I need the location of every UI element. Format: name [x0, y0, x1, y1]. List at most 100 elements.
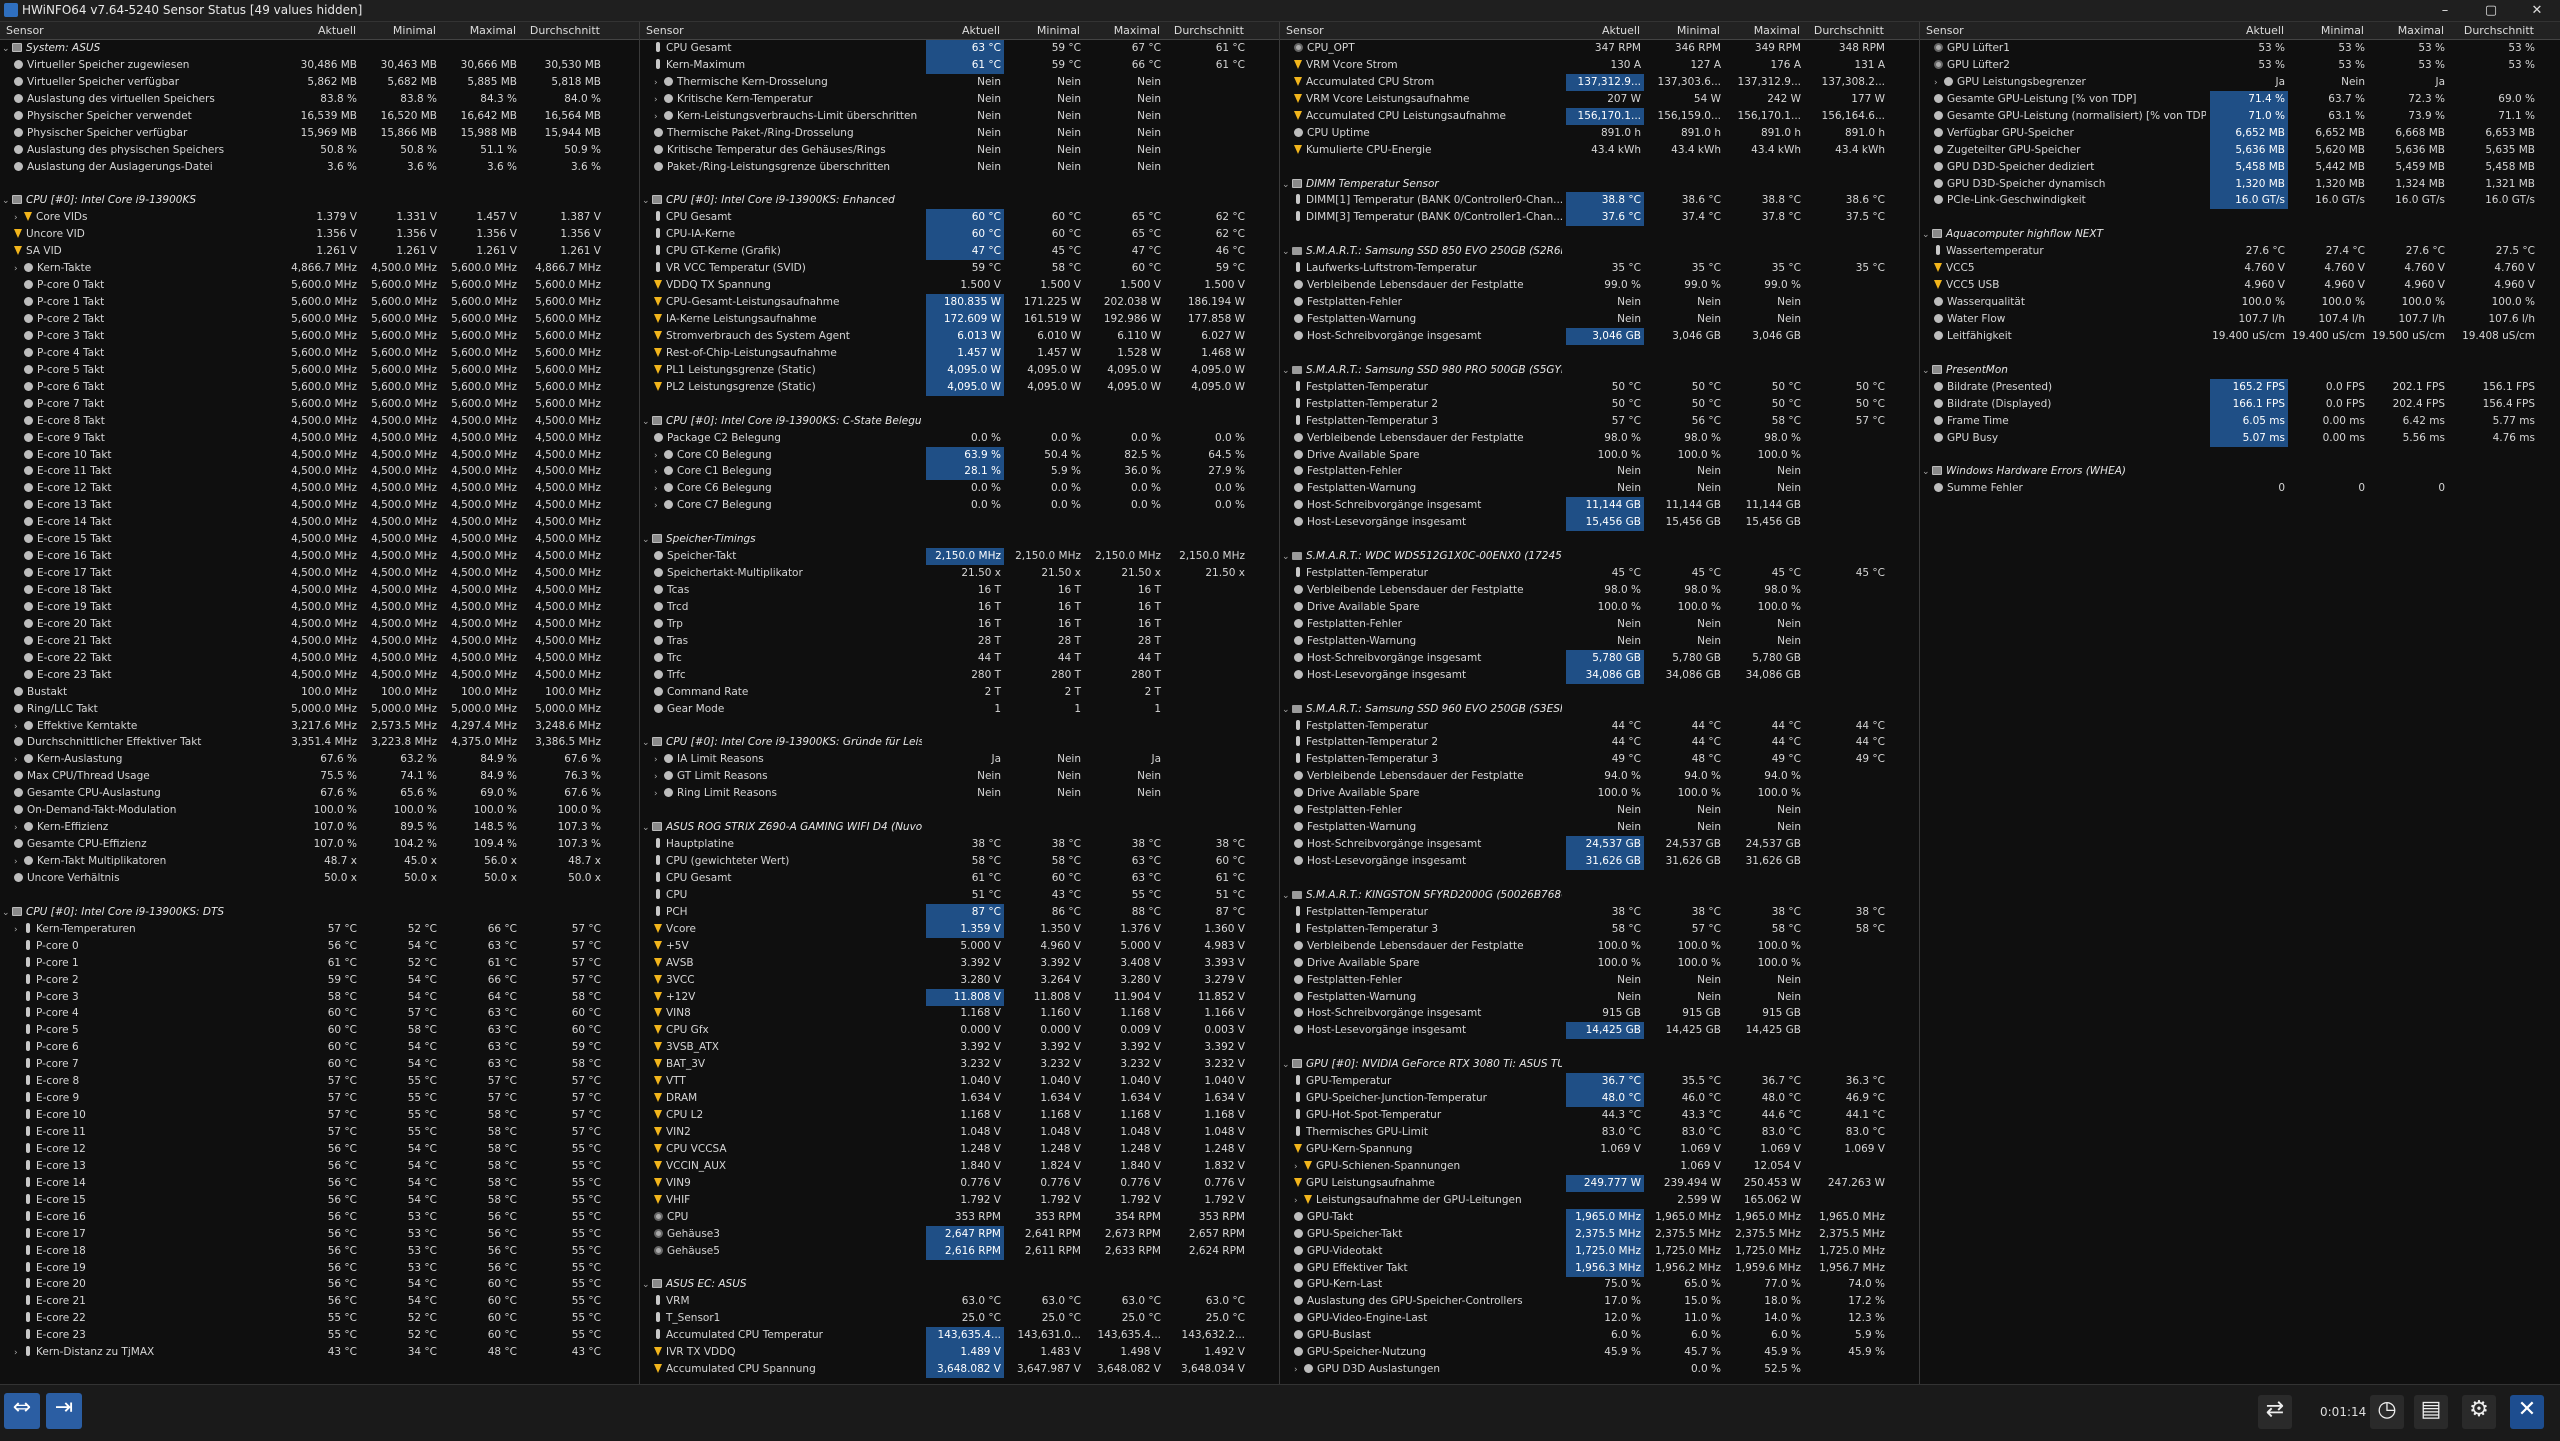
sensor-row[interactable]: GPU-Hot-Spot-Temperatur 44.3 °C 43.3 °C 44.…	[1280, 1107, 1919, 1124]
sensor-row[interactable]: E-core 12 Takt 4,500.0 MHz 4,500.0 MHz 4,50…	[0, 480, 639, 497]
expand-chevron-icon[interactable]: ›	[14, 752, 24, 768]
sensor-row[interactable]: Tcas 16 T 16 T 16 T	[640, 582, 1279, 599]
collapse-chevron-icon[interactable]: ⌄	[642, 1277, 652, 1293]
sensor-row[interactable]: Festplatten-Warnung Nein Nein Nein	[1280, 311, 1919, 328]
expand-chevron-icon[interactable]: ›	[654, 786, 664, 802]
sensor-row[interactable]: Host-Schreibvorgänge insgesamt 5,780 GB 5,…	[1280, 650, 1919, 667]
expand-chevron-icon[interactable]: ›	[654, 769, 664, 785]
collapse-chevron-icon[interactable]: ⌄	[642, 735, 652, 751]
sensor-row[interactable]: VIN2 1.048 V 1.048 V 1.048 V 1.048 V	[640, 1124, 1279, 1141]
collapse-chevron-icon[interactable]: ⌄	[1282, 702, 1292, 718]
sensor-group-header[interactable]: ⌄ S.M.A.R.T.: Samsung SSD 960 EVO 250GB (…	[1280, 701, 1919, 718]
expand-chevron-icon[interactable]: ›	[1934, 75, 1944, 91]
sensor-row[interactable]: › Core C1 Belegung 28.1 % 5.9 % 36.0 % 27.9 %	[640, 463, 1279, 480]
sensor-row[interactable]: E-core 10 Takt 4,500.0 MHz 4,500.0 MHz 4,50…	[0, 447, 639, 464]
sensor-row[interactable]: T_Sensor1 25.0 °C 25.0 °C 25.0 °C 25.0 °C	[640, 1310, 1279, 1327]
sensor-row[interactable]: +12V 11.808 V 11.808 V 11.904 V 11.852 V	[640, 989, 1279, 1006]
expand-chevron-icon[interactable]: ›	[14, 922, 24, 938]
sensor-row[interactable]: E-core 8 57 °C 55 °C 57 °C 57 °C	[0, 1073, 639, 1090]
sensor-row[interactable]: › Kritische Kern-Temperatur Nein Nein Nein	[640, 91, 1279, 108]
sensor-row[interactable]: E-core 20 56 °C 54 °C 60 °C 55 °C	[0, 1276, 639, 1293]
sensor-row[interactable]: Water Flow 107.7 l/h 107.4 l/h 107.7 l/h 107…	[1920, 311, 2560, 328]
sensor-row[interactable]: E-core 23 55 °C 52 °C 60 °C 55 °C	[0, 1327, 639, 1344]
sensor-row[interactable]: › Kern-Effizienz 107.0 % 89.5 % 148.5 % 107.3…	[0, 819, 639, 836]
collapse-chevron-icon[interactable]: ⌄	[1282, 1057, 1292, 1073]
sensor-row[interactable]: Festplatten-Temperatur 45 °C 45 °C 45 °C 45 …	[1280, 565, 1919, 582]
sensor-row[interactable]: Physischer Speicher verwendet 16,539 MB 16…	[0, 108, 639, 125]
sensor-row[interactable]: VRM 63.0 °C 63.0 °C 63.0 °C 63.0 °C	[640, 1293, 1279, 1310]
sensor-row[interactable]: E-core 15 Takt 4,500.0 MHz 4,500.0 MHz 4,50…	[0, 531, 639, 548]
sensor-row[interactable]: Durchschnittlicher Effektiver Takt 3,351.…	[0, 734, 639, 751]
collapse-chevron-icon[interactable]: ⌄	[2, 193, 12, 209]
sensor-row[interactable]: E-core 21 Takt 4,500.0 MHz 4,500.0 MHz 4,50…	[0, 633, 639, 650]
sensor-row[interactable]: CPU (gewichteter Wert) 58 °C 58 °C 63 °C 60 …	[640, 853, 1279, 870]
sensor-row[interactable]: P-core 3 58 °C 54 °C 64 °C 58 °C	[0, 989, 639, 1006]
column-header-minimum[interactable]: Minimal	[1644, 24, 1720, 37]
sensor-row[interactable]: Verbleibende Lebensdauer der Festplatte 9…	[1280, 582, 1919, 599]
sensor-row[interactable]: Kern-Maximum 61 °C 59 °C 66 °C 61 °C	[640, 57, 1279, 74]
column-header-minimum[interactable]: Minimal	[2288, 24, 2364, 37]
collapse-expand-icon[interactable]	[4, 1393, 40, 1429]
sensor-row[interactable]: GPU-Buslast 6.0 % 6.0 % 6.0 % 5.9 %	[1280, 1327, 1919, 1344]
sensor-row[interactable]: P-core 1 Takt 5,600.0 MHz 5,600.0 MHz 5,600…	[0, 294, 639, 311]
sensor-row[interactable]: E-core 19 Takt 4,500.0 MHz 4,500.0 MHz 4,50…	[0, 599, 639, 616]
sensor-row[interactable]: Trp 16 T 16 T 16 T	[640, 616, 1279, 633]
sensor-row[interactable]: Frame Time 6.05 ms 0.00 ms 6.42 ms 5.77 ms	[1920, 413, 2560, 430]
sensor-row[interactable]: Festplatten-Fehler Nein Nein Nein	[1280, 294, 1919, 311]
collapse-chevron-icon[interactable]: ⌄	[1922, 464, 1932, 480]
expand-chevron-icon[interactable]: ›	[654, 75, 664, 91]
sensor-row[interactable]: Stromverbrauch des System Agent 6.013 W 6.…	[640, 328, 1279, 345]
collapse-chevron-icon[interactable]: ⌄	[642, 820, 652, 836]
sensor-row[interactable]: E-core 18 56 °C 53 °C 56 °C 55 °C	[0, 1243, 639, 1260]
sensor-row[interactable]: Summe Fehler 0 0 0	[1920, 480, 2560, 497]
sensor-row[interactable]: Gear Mode 1 1 1	[640, 701, 1279, 718]
sensor-row[interactable]: VCC5 4.760 V 4.760 V 4.760 V 4.760 V	[1920, 260, 2560, 277]
sensor-row[interactable]: Uncore Verhältnis 50.0 x 50.0 x 50.0 x 50.0 …	[0, 870, 639, 887]
column-header-current[interactable]: Aktuell	[1566, 24, 1640, 37]
sensor-row[interactable]: GPU D3D-Speicher dediziert 5,458 MB 5,442 …	[1920, 159, 2560, 176]
collapse-chevron-icon[interactable]: ⌄	[642, 532, 652, 548]
sensor-row[interactable]: › IA Limit Reasons Ja Nein Ja	[640, 751, 1279, 768]
sensor-row[interactable]: › Kern-Takt Multiplikatoren 48.7 x 45.0 x 56…	[0, 853, 639, 870]
sensor-row[interactable]: E-core 11 Takt 4,500.0 MHz 4,500.0 MHz 4,50…	[0, 463, 639, 480]
collapse-chevron-icon[interactable]: ⌄	[2, 41, 12, 57]
sensor-row[interactable]: GPU-Speicher-Takt 2,375.5 MHz 2,375.5 MHz 2…	[1280, 1226, 1919, 1243]
sensor-row[interactable]: Wasserqualität 100.0 % 100.0 % 100.0 % 100.0…	[1920, 294, 2560, 311]
sensor-row[interactable]: DIMM[3] Temperatur (BANK 0/Controller1-C…	[1280, 209, 1919, 226]
sensor-row[interactable]: Ring/LLC Takt 5,000.0 MHz 5,000.0 MHz 5,000…	[0, 701, 639, 718]
sensor-row[interactable]: Gesamte CPU-Auslastung 67.6 % 65.6 % 69.0 %…	[0, 785, 639, 802]
sensor-row[interactable]: Host-Lesevorgänge insgesamt 15,456 GB 15,4…	[1280, 514, 1919, 531]
sensor-row[interactable]: Festplatten-Warnung Nein Nein Nein	[1280, 480, 1919, 497]
collapse-chevron-icon[interactable]: ⌄	[1282, 244, 1292, 260]
sensor-row[interactable]: AVSB 3.392 V 3.392 V 3.408 V 3.393 V	[640, 955, 1279, 972]
sensor-row[interactable]: Host-Schreibvorgänge insgesamt 11,144 GB 1…	[1280, 497, 1919, 514]
sensor-row[interactable]: Host-Schreibvorgänge insgesamt 915 GB 915 …	[1280, 1005, 1919, 1022]
sensor-row[interactable]: P-core 0 56 °C 54 °C 63 °C 57 °C	[0, 938, 639, 955]
sensor-row[interactable]: VDDQ TX Spannung 1.500 V 1.500 V 1.500 V 1.5…	[640, 277, 1279, 294]
sensor-group-header[interactable]: ⌄ CPU [#0]: Intel Core i9-13900KS: DTS	[0, 904, 639, 921]
sensor-row[interactable]: › Effektive Kerntakte 3,217.6 MHz 2,573.5 M…	[0, 718, 639, 735]
collapse-chevron-icon[interactable]: ⌄	[642, 193, 652, 209]
expand-chevron-icon[interactable]: ›	[654, 481, 664, 497]
sensor-row[interactable]: GPU Effektiver Takt 1,956.3 MHz 1,956.2 MH…	[1280, 1260, 1919, 1277]
sensor-row[interactable]: › Kern-Auslastung 67.6 % 63.2 % 84.9 % 67.6 %	[0, 751, 639, 768]
sensor-row[interactable]: Bildrate (Displayed) 166.1 FPS 0.0 FPS 202.…	[1920, 396, 2560, 413]
sensor-row[interactable]: Package C2 Belegung 0.0 % 0.0 % 0.0 % 0.0 %	[640, 430, 1279, 447]
sensor-row[interactable]: VTT 1.040 V 1.040 V 1.040 V 1.040 V	[640, 1073, 1279, 1090]
sensor-row[interactable]: E-core 8 Takt 4,500.0 MHz 4,500.0 MHz 4,500…	[0, 413, 639, 430]
expand-chevron-icon[interactable]: ›	[654, 109, 664, 125]
sensor-row[interactable]: VIN9 0.776 V 0.776 V 0.776 V 0.776 V	[640, 1175, 1279, 1192]
sensor-row[interactable]: Festplatten-Temperatur 3 57 °C 56 °C 58 °C 5…	[1280, 413, 1919, 430]
sensor-group-header[interactable]: ⌄ Speicher-Timings	[640, 531, 1279, 548]
collapse-chevron-icon[interactable]: ⌄	[1282, 363, 1292, 379]
expand-chevron-icon[interactable]: ›	[654, 752, 664, 768]
expand-chevron-icon[interactable]: ›	[14, 261, 24, 277]
sensor-row[interactable]: Host-Schreibvorgänge insgesamt 24,537 GB 2…	[1280, 836, 1919, 853]
sensor-row[interactable]: Verfügbar GPU-Speicher 6,652 MB 6,652 MB 6,…	[1920, 125, 2560, 142]
close-sensors-icon[interactable]	[2510, 1395, 2544, 1429]
sensor-row[interactable]: Hauptplatine 38 °C 38 °C 38 °C 38 °C	[640, 836, 1279, 853]
sensor-row[interactable]: CPU Gfx 0.000 V 0.000 V 0.009 V 0.003 V	[640, 1022, 1279, 1039]
sensor-row[interactable]: On-Demand-Takt-Modulation 100.0 % 100.0 % 1…	[0, 802, 639, 819]
sensor-row[interactable]: E-core 20 Takt 4,500.0 MHz 4,500.0 MHz 4,50…	[0, 616, 639, 633]
